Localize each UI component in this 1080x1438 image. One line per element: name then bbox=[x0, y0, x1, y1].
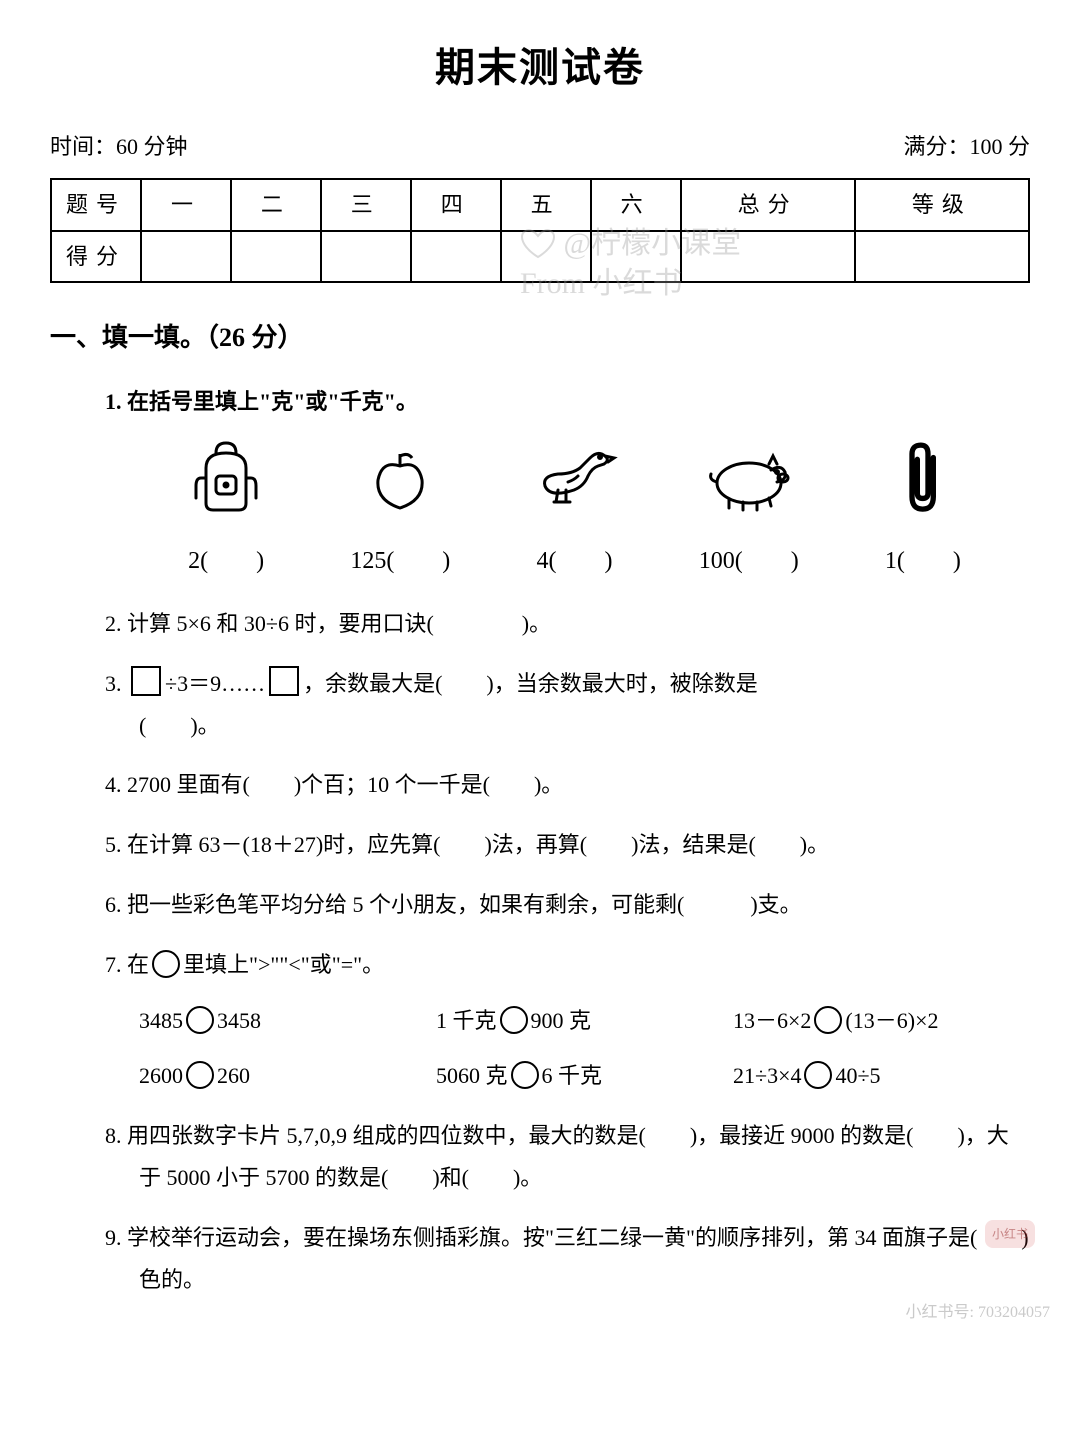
td bbox=[411, 231, 501, 283]
circle-blank bbox=[500, 1006, 528, 1034]
pig-icon bbox=[662, 438, 836, 532]
fullmark-label: 满分：100 分 bbox=[903, 126, 1030, 168]
circle-blank bbox=[152, 950, 180, 978]
backpack-icon bbox=[139, 438, 313, 532]
question-6: 6. 把一些彩色笔平均分给 5 个小朋友，如果有剩余，可能剩( )支。 bbox=[105, 884, 1030, 926]
score-table: 题号 一 二 三 四 五 六 总分 等级 得分 bbox=[50, 178, 1030, 284]
question-1: 1. 在括号里填上"克"或"千克"。 bbox=[105, 381, 1030, 585]
footer-id: 小红书号: 703204057 bbox=[906, 1298, 1050, 1328]
question-8: 8. 用四张数字卡片 5,7,0,9 组成的四位数中，最大的数是( )，最接近 … bbox=[105, 1115, 1030, 1199]
td bbox=[231, 231, 321, 283]
th: 五 bbox=[501, 179, 591, 231]
td: 得分 bbox=[51, 231, 141, 283]
circle-blank bbox=[814, 1006, 842, 1034]
th: 六 bbox=[591, 179, 681, 231]
blank-value: 100( ) bbox=[662, 539, 836, 585]
page-title: 期末测试卷 bbox=[50, 30, 1030, 106]
box-blank bbox=[131, 666, 161, 696]
blank-value: 1( ) bbox=[836, 539, 1010, 585]
table-row: 题号 一 二 三 四 五 六 总分 等级 bbox=[51, 179, 1029, 231]
th: 总分 bbox=[681, 179, 855, 231]
blank-value: 4( ) bbox=[487, 539, 661, 585]
question-5: 5. 在计算 63－(18＋27)时，应先算( )法，再算( )法，结果是( )… bbox=[105, 824, 1030, 866]
q-text: 1. 在括号里填上"克"或"千克"。 bbox=[105, 389, 418, 414]
th: 四 bbox=[411, 179, 501, 231]
circle-blank bbox=[804, 1061, 832, 1089]
th: 二 bbox=[231, 179, 321, 231]
th: 等级 bbox=[855, 179, 1029, 231]
goose-icon bbox=[487, 438, 661, 532]
corner-tag: 小红书 bbox=[985, 1220, 1035, 1248]
box-blank bbox=[269, 666, 299, 696]
td bbox=[321, 231, 411, 283]
blank-value: 125( ) bbox=[313, 539, 487, 585]
paperclip-icon bbox=[836, 438, 1010, 532]
time-label: 时间：60 分钟 bbox=[50, 126, 188, 168]
td bbox=[501, 231, 591, 283]
th: 题号 bbox=[51, 179, 141, 231]
circle-blank bbox=[186, 1061, 214, 1089]
question-7: 7. 在里填上">""<"或"="。 34853458 1 千克900 克 13… bbox=[105, 944, 1030, 1097]
circle-blank bbox=[511, 1061, 539, 1089]
td bbox=[591, 231, 681, 283]
td bbox=[141, 231, 231, 283]
question-9: 9. 学校举行运动会，要在操场东侧插彩旗。按"三红二绿一黄"的顺序排列，第 34… bbox=[105, 1217, 1030, 1301]
section-heading: 一、填一填。（26 分） bbox=[50, 313, 1030, 362]
question-2: 2. 计算 5×6 和 30÷6 时，要用口诀( )。 bbox=[105, 603, 1030, 645]
td bbox=[855, 231, 1029, 283]
question-3: 3. ÷3＝9……，余数最大是( )，当余数最大时，被除数是 ( )。 bbox=[105, 663, 1030, 747]
question-4: 4. 2700 里面有( )个百；10 个一千是( )。 bbox=[105, 764, 1030, 806]
td bbox=[681, 231, 855, 283]
th: 一 bbox=[141, 179, 231, 231]
meta-row: 时间：60 分钟 满分：100 分 bbox=[50, 126, 1030, 168]
circle-blank bbox=[186, 1006, 214, 1034]
th: 三 bbox=[321, 179, 411, 231]
table-row: 得分 bbox=[51, 231, 1029, 283]
blank-value: 2( ) bbox=[139, 539, 313, 585]
apple-icon bbox=[313, 438, 487, 532]
